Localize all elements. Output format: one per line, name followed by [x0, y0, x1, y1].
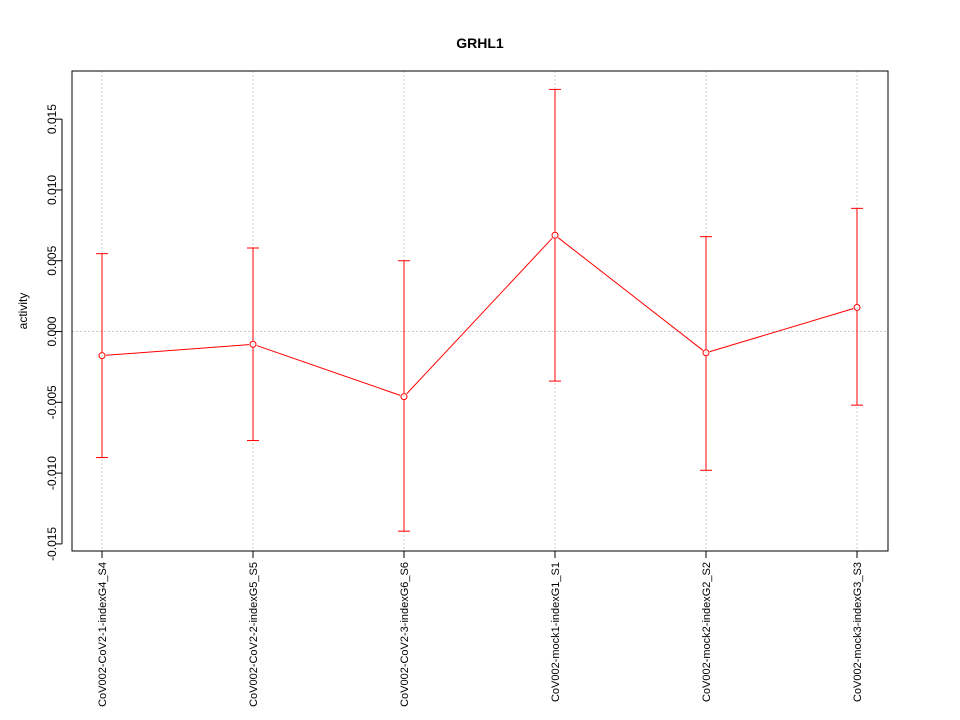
- series-line-segment: [709, 308, 854, 353]
- y-tick-label: 0.010: [45, 175, 59, 205]
- data-point: [249, 340, 257, 348]
- data-point: [702, 349, 710, 357]
- x-tick-label: CoV002-CoV2-3-indexG6_S6: [399, 562, 411, 707]
- series-line-segment: [256, 345, 401, 396]
- y-tick-label: 0.015: [45, 104, 59, 134]
- y-axis-label: activity: [16, 293, 30, 330]
- y-tick-label: -0.015: [45, 527, 59, 561]
- series-line-segment: [105, 344, 250, 356]
- axes: -0.015 -0.010 -0.005 0.000 0.005 0.010 0.015 Co…: [45, 104, 864, 707]
- chart-title: GRHL1: [456, 35, 504, 51]
- x-tick-label: CoV002-mock2-indexG2_S2: [701, 562, 713, 702]
- x-tick-label: CoV002-CoV2-2-indexG5_S5: [248, 562, 260, 707]
- grid-lines: [72, 71, 888, 551]
- data-point: [400, 393, 408, 401]
- data-point: [853, 303, 861, 311]
- series-line-segment: [406, 237, 553, 395]
- plot-frame: [71, 70, 889, 552]
- y-tick-label: 0.000: [45, 316, 59, 346]
- data-point: [98, 352, 106, 360]
- series-line-segment: [557, 237, 704, 351]
- x-tick-label: CoV002-CoV2-1-indexG4_S4: [97, 562, 109, 707]
- x-tick-label: CoV002-mock3-indexG3_S3: [852, 562, 864, 702]
- x-tick-label: CoV002-mock1-indexG1_S1: [550, 562, 562, 702]
- data-point: [551, 231, 559, 239]
- y-tick-label: -0.005: [45, 385, 59, 419]
- series-layer: [96, 88, 863, 532]
- y-tick-label: -0.010: [45, 456, 59, 490]
- y-tick-label: 0.005: [45, 245, 59, 275]
